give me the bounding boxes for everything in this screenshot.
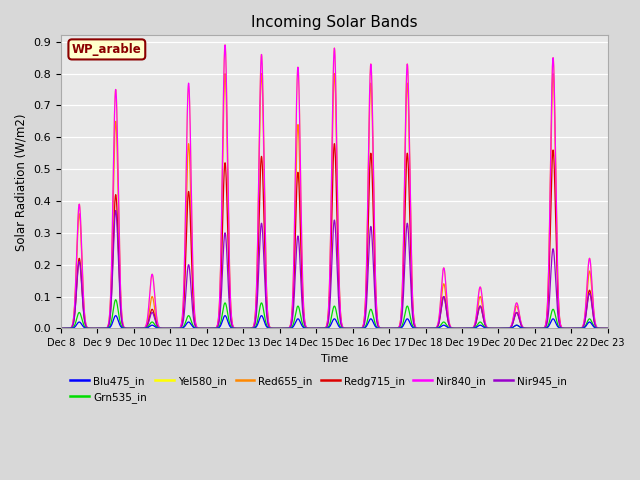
Y-axis label: Solar Radiation (W/m2): Solar Radiation (W/m2) (15, 113, 28, 251)
Text: WP_arable: WP_arable (72, 43, 141, 56)
Title: Incoming Solar Bands: Incoming Solar Bands (251, 15, 418, 30)
Legend: Blu475_in, Grn535_in, Yel580_in, Red655_in, Redg715_in, Nir840_in, Nir945_in: Blu475_in, Grn535_in, Yel580_in, Red655_… (66, 372, 572, 407)
X-axis label: Time: Time (321, 354, 348, 364)
